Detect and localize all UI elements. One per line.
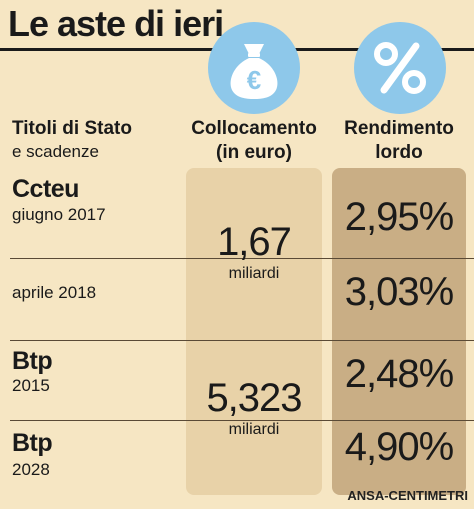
row-maturity: giugno 2017 (12, 205, 106, 224)
header-placement-line2: (in euro) (216, 142, 292, 163)
header-placement-line1: Collocamento (191, 118, 317, 139)
yield-value: 2,95% (344, 195, 454, 239)
yield-value: 4,90% (344, 425, 454, 469)
row-name-ccteu: Ccteu (12, 175, 79, 203)
row-maturity: 2028 (12, 460, 50, 479)
svg-text:€: € (247, 65, 261, 95)
money-bag-euro-icon: € (208, 22, 300, 114)
row-divider (10, 420, 474, 421)
row-maturity: 2015 (12, 376, 50, 395)
row-divider (10, 340, 474, 341)
chart-title: Le aste di ieri (8, 3, 224, 44)
yield-column-panel (332, 168, 466, 495)
header-securities-line1: Titoli di Stato (12, 118, 132, 139)
row-name-btp: Btp (12, 429, 53, 457)
placement-value: 5,323 (206, 376, 302, 420)
placement-column-panel (186, 168, 322, 495)
row-divider (10, 258, 474, 259)
placement-unit: miliardi (228, 421, 280, 438)
yield-value: 3,03% (344, 270, 454, 314)
header-yield-line1: Rendimento (344, 118, 454, 139)
header-securities-line2: e scadenze (12, 142, 99, 161)
yield-value: 2,48% (344, 352, 454, 396)
source-credit: ANSA-CENTIMETRI (347, 488, 468, 503)
header-yield-line2: lordo (375, 142, 423, 163)
percent-icon (354, 22, 446, 114)
placement-unit: miliardi (228, 265, 280, 282)
row-name-btp: Btp (12, 347, 53, 375)
row-maturity: aprile 2018 (12, 283, 97, 302)
placement-value: 1,67 (217, 220, 292, 264)
